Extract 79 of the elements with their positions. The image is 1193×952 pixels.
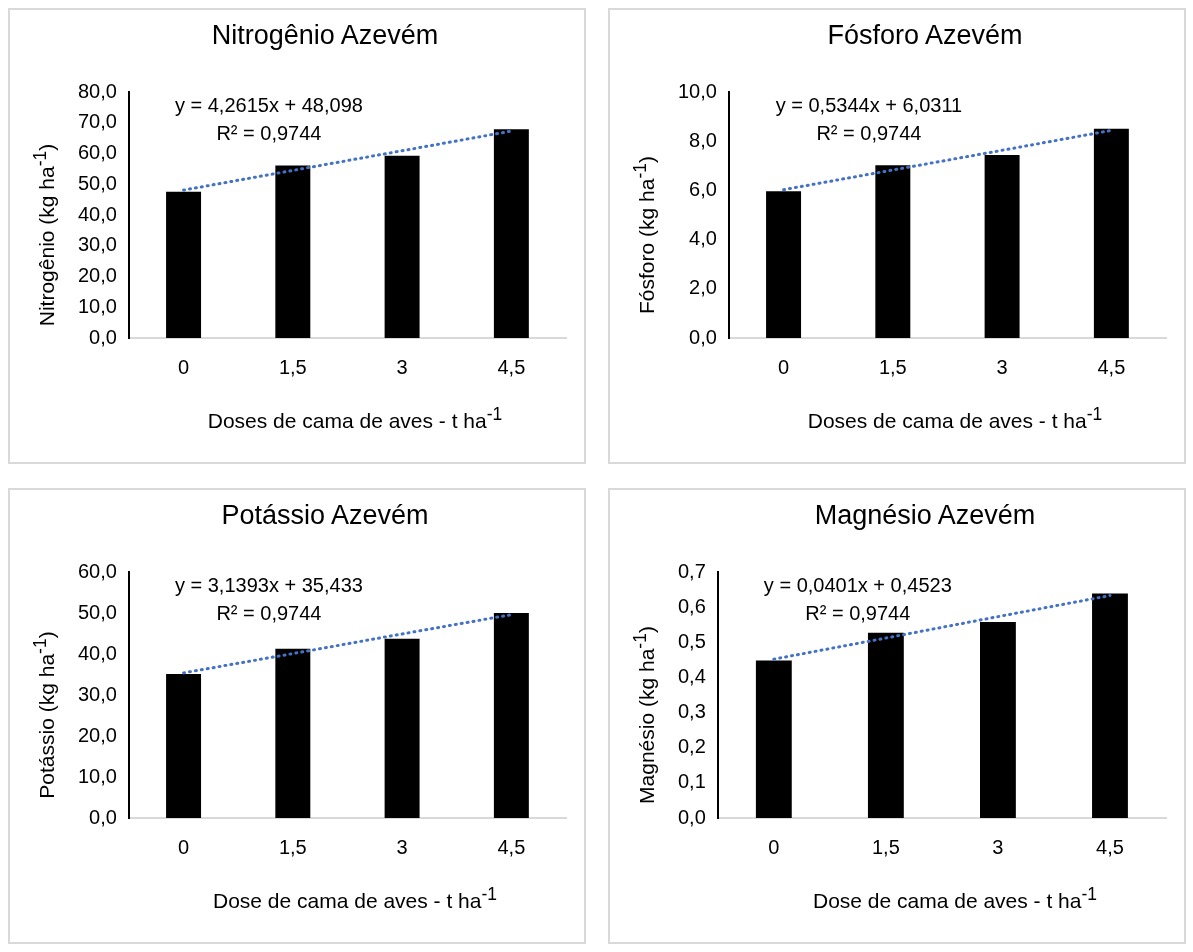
chart-title: Magnésio Azevém (813, 500, 1037, 531)
y-tick-label: 60,0 (77, 141, 117, 164)
x-tick-label: 1,5 (871, 835, 900, 858)
bar (384, 638, 420, 818)
y-tick-label: 50,0 (77, 171, 117, 194)
x-tick-label: 4,5 (1096, 835, 1124, 858)
bar (384, 155, 420, 338)
y-tick-label: 6,0 (689, 177, 717, 200)
y-tick-label: 50,0 (77, 600, 117, 623)
y-tick-label: 10,0 (77, 764, 117, 787)
y-tick-label: 0,2 (677, 735, 706, 758)
y-tick-label: 0,6 (677, 594, 706, 617)
x-tick-label: 0 (178, 355, 190, 378)
y-tick-label: 10,0 (677, 79, 717, 102)
y-tick-label: 30,0 (77, 682, 117, 705)
bar (493, 129, 529, 338)
y-tick-label: 0,0 (89, 805, 117, 828)
annotation: y = 0,5344x + 6,0311 (775, 93, 963, 116)
y-tick-label: 20,0 (77, 723, 117, 746)
x-tick-label: 3 (992, 835, 1004, 858)
annotation: R² = 0,9744 (216, 121, 322, 144)
y-tick-label: 80,0 (77, 79, 117, 102)
y-tick-label: 8,0 (689, 128, 717, 151)
annotation: R² = 0,9744 (816, 121, 922, 144)
bar (755, 660, 792, 818)
y-tick-label: 0,7 (677, 559, 706, 582)
bar (166, 674, 202, 818)
bar (984, 154, 1020, 338)
y-tick-label: 0,3 (677, 700, 706, 723)
x-axis-title: Dose de cama de aves - t ha$^{-1}$ (811, 884, 1098, 913)
bar (166, 191, 202, 338)
y-tick-label: 2,0 (689, 276, 717, 299)
y-tick-label: 0,4 (677, 664, 706, 687)
y-tick-label: 0,0 (677, 805, 706, 828)
x-tick-label: 1,5 (878, 355, 907, 378)
x-axis-title: Doses de cama de aves - t ha$^{-1}$ (206, 404, 504, 433)
x-tick-label: 0 (178, 835, 190, 858)
annotation: R² = 0,9744 (216, 601, 322, 624)
annotation: y = 4,2615x + 48,098 (174, 93, 363, 116)
y-tick-label: 10,0 (77, 294, 117, 317)
y-tick-label: 4,0 (689, 227, 717, 250)
y-tick-label: 30,0 (77, 233, 117, 256)
annotation: y = 0,0401x + 0,4523 (763, 573, 952, 596)
x-tick-label: 3 (396, 355, 408, 378)
chart-title: Potássio Azevém (220, 500, 430, 531)
x-tick-label: 0 (768, 835, 780, 858)
bar (766, 191, 802, 338)
bar (1093, 128, 1129, 338)
annotation: R² = 0,9744 (805, 601, 911, 624)
bar (275, 648, 311, 818)
annotation: y = 3,1393x + 35,433 (174, 573, 363, 596)
x-axis-title: Dose de cama de aves - t ha$^{-1}$ (211, 884, 498, 913)
x-axis-title: Doses de cama de aves - t ha$^{-1}$ (806, 404, 1104, 433)
y-tick-label: 70,0 (77, 110, 117, 133)
bar (867, 632, 904, 818)
x-tick-label: 1,5 (278, 355, 307, 378)
bar (493, 613, 529, 818)
bar (275, 165, 311, 338)
y-tick-label: 0,1 (677, 770, 706, 793)
y-tick-label: 0,0 (689, 325, 717, 348)
x-tick-label: 0 (778, 355, 790, 378)
x-tick-label: 4,5 (497, 835, 526, 858)
x-tick-label: 4,5 (1097, 355, 1126, 378)
y-tick-label: 0,0 (89, 325, 117, 348)
y-tick-label: 40,0 (77, 641, 117, 664)
y-tick-label: 40,0 (77, 202, 117, 225)
bar (980, 621, 1016, 818)
x-tick-label: 4,5 (497, 355, 526, 378)
x-tick-label: 3 (396, 835, 408, 858)
y-tick-label: 0,5 (677, 629, 706, 652)
line-series (772, 594, 1112, 661)
x-tick-label: 1,5 (278, 835, 307, 858)
y-tick-label: 60,0 (77, 559, 117, 582)
y-tick-label: 20,0 (77, 264, 117, 287)
chart-title: Nitrogênio Azevém (210, 20, 440, 51)
x-tick-label: 3 (996, 355, 1008, 378)
bar (875, 165, 911, 338)
chart-title: Fósforo Azevém (826, 20, 1024, 51)
bar (1092, 593, 1128, 818)
